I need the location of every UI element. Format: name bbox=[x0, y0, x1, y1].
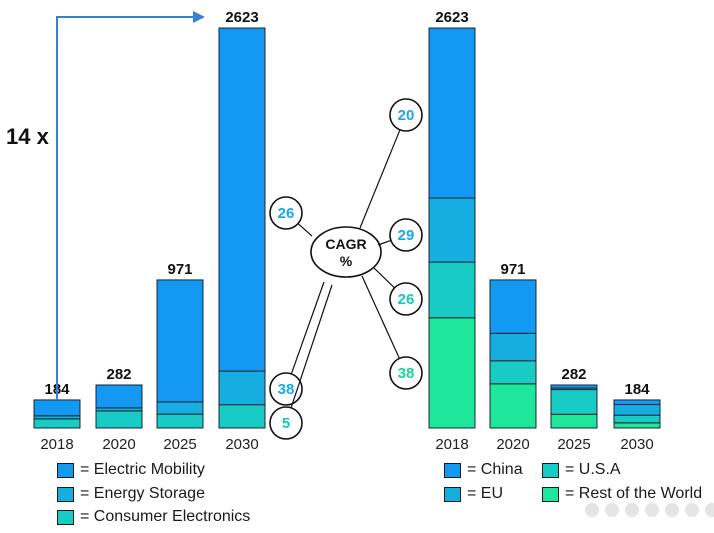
total-label-2020-p2: 971 bbox=[500, 261, 525, 278]
watermark-dots bbox=[585, 503, 714, 517]
total-label-2030-p1: 2623 bbox=[225, 9, 258, 26]
cagr-circle-consumer-electronics bbox=[269, 406, 303, 440]
legend-swatch-usa bbox=[542, 462, 559, 478]
legend-label-china: = China bbox=[467, 461, 523, 478]
cagr-connector-consumer-electronics bbox=[290, 284, 333, 409]
cagr-value-rest-of-the-world: 38 bbox=[398, 365, 415, 382]
bar-energy-storage-2025-p1 bbox=[156, 401, 204, 415]
legend-item-rest-of-world: = Rest of the World bbox=[542, 485, 702, 503]
bar-consumer-electronics-2030-p1 bbox=[218, 404, 266, 429]
x-tick-2025-p1: 2025 bbox=[163, 436, 196, 453]
legend-item-usa: = U.S.A bbox=[542, 461, 621, 479]
bar-eu-2030-p2 bbox=[613, 404, 661, 416]
cagr-connector-china bbox=[359, 129, 401, 229]
cagr-hub-percent: % bbox=[340, 253, 353, 269]
x-tick-2025-p2: 2025 bbox=[557, 436, 590, 453]
legend-label-energy-storage: = Energy Storage bbox=[80, 485, 205, 502]
cagr-circle-u-s-a bbox=[389, 282, 423, 316]
cagr-value-china: 20 bbox=[398, 107, 415, 124]
bar-electric-mobility-2030-p1 bbox=[218, 27, 266, 372]
legend-swatch-consumer-electronics bbox=[57, 509, 74, 525]
bar-rest-of-the-world-2018-p2 bbox=[428, 317, 476, 429]
cagr-circle-rest-of-the-world bbox=[389, 356, 423, 390]
cagr-circle-energy-storage bbox=[269, 372, 303, 406]
bar-china-2018-p2 bbox=[428, 27, 476, 199]
legend-swatch-eu bbox=[444, 486, 461, 502]
bar-electric-mobility-2020-p1 bbox=[95, 384, 143, 409]
cagr-value-eu: 29 bbox=[398, 227, 415, 244]
bar-u-s-a-2025-p2 bbox=[550, 389, 598, 415]
total-label-2018-p2: 2623 bbox=[435, 9, 468, 26]
bar-u-s-a-2018-p2 bbox=[428, 261, 476, 319]
bar-u-s-a-2030-p2 bbox=[613, 414, 661, 424]
growth-factor-label: 14 x bbox=[6, 124, 49, 149]
total-label-2025-p2: 282 bbox=[561, 366, 586, 383]
legend-item-consumer-electronics: = Consumer Electronics bbox=[57, 508, 250, 526]
bar-consumer-electronics-2018-p1 bbox=[33, 418, 81, 429]
x-tick-2020-p2: 2020 bbox=[496, 436, 529, 453]
cagr-hub-label: CAGR bbox=[325, 236, 366, 252]
bar-eu-2018-p2 bbox=[428, 197, 476, 263]
bar-china-2025-p2 bbox=[550, 384, 598, 389]
bar-eu-2020-p2 bbox=[489, 332, 537, 362]
cagr-hub-ellipse bbox=[310, 226, 382, 278]
cagr-circle-eu bbox=[389, 218, 423, 252]
legend-item-china: = China bbox=[444, 461, 523, 479]
x-tick-2030-p1: 2030 bbox=[225, 436, 258, 453]
cagr-circle-electric-mobility bbox=[269, 196, 303, 230]
bar-electric-mobility-2018-p1 bbox=[33, 399, 81, 417]
legend-item-energy-storage: = Energy Storage bbox=[57, 485, 205, 503]
legend-item-electric-mobility: = Electric Mobility bbox=[57, 461, 205, 479]
legend-swatch-energy-storage bbox=[57, 486, 74, 502]
legend-swatch-rest-of-world bbox=[542, 486, 559, 502]
bar-china-2020-p2 bbox=[489, 279, 537, 334]
cagr-connector-electric-mobility bbox=[297, 223, 313, 237]
cagr-connector-rest-of-the-world bbox=[361, 275, 400, 359]
growth-arrow-line bbox=[56, 16, 195, 400]
total-label-2020-p1: 282 bbox=[106, 366, 131, 383]
bar-consumer-electronics-2025-p1 bbox=[156, 413, 204, 429]
legend-label-electric-mobility: = Electric Mobility bbox=[80, 461, 205, 478]
total-label-2025-p1: 971 bbox=[167, 261, 192, 278]
bar-rest-of-the-world-2020-p2 bbox=[489, 383, 537, 429]
cagr-circle-china bbox=[389, 98, 423, 132]
bar-consumer-electronics-2020-p1 bbox=[95, 410, 143, 429]
bar-energy-storage-2030-p1 bbox=[218, 370, 266, 406]
legend-label-usa: = U.S.A bbox=[565, 461, 621, 478]
cagr-value-consumer-electronics: 5 bbox=[282, 415, 290, 432]
legend-swatch-china bbox=[444, 462, 461, 478]
bar-electric-mobility-2025-p1 bbox=[156, 279, 204, 403]
cagr-connector-eu bbox=[377, 239, 392, 246]
x-tick-2020-p1: 2020 bbox=[102, 436, 135, 453]
cagr-value-electric-mobility: 26 bbox=[278, 205, 295, 222]
bar-rest-of-the-world-2025-p2 bbox=[550, 413, 598, 429]
bar-u-s-a-2020-p2 bbox=[489, 360, 537, 385]
cagr-value-u-s-a: 26 bbox=[398, 291, 415, 308]
growth-arrow-head bbox=[193, 11, 205, 23]
bar-china-2030-p2 bbox=[613, 399, 661, 406]
legend-swatch-electric-mobility bbox=[57, 462, 74, 478]
total-label-2030-p2: 184 bbox=[624, 381, 650, 398]
x-tick-2030-p2: 2030 bbox=[620, 436, 653, 453]
cagr-connector-u-s-a bbox=[373, 267, 395, 289]
bar-rest-of-the-world-2030-p2 bbox=[613, 422, 661, 429]
x-tick-2018-p1: 2018 bbox=[40, 436, 73, 453]
legend-item-eu: = EU bbox=[444, 485, 503, 503]
legend-label-consumer-electronics: = Consumer Electronics bbox=[80, 508, 251, 525]
cagr-value-energy-storage: 38 bbox=[278, 381, 295, 398]
legend-label-eu: = EU bbox=[467, 485, 504, 502]
x-tick-2018-p2: 2018 bbox=[435, 436, 468, 453]
cagr-connector-energy-storage bbox=[290, 281, 325, 375]
legend-label-rest-of-world: = Rest of the World bbox=[565, 485, 703, 502]
